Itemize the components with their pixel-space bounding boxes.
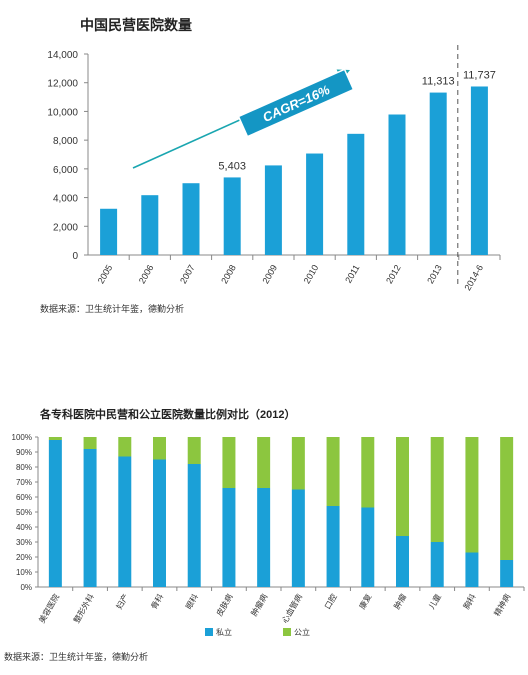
- chart1-bar: [100, 208, 118, 255]
- chart1-bar: [306, 153, 324, 255]
- chart2-y-tick-label: 90%: [16, 448, 32, 457]
- chart1-x-tick-label: 2008: [219, 263, 238, 285]
- chart1-data-label: 5,403: [218, 160, 246, 172]
- chart2-bar-public: [430, 437, 444, 542]
- chart2-bar-private: [222, 488, 236, 587]
- chart2-bar-private: [500, 560, 514, 587]
- chart2-x-tick-label: 肿瘤病: [249, 592, 270, 618]
- chart2-x-tick-label: 心血管病: [279, 592, 304, 625]
- chart2-bar-public: [326, 437, 340, 506]
- chart2-x-tick-label: 康复: [357, 592, 374, 611]
- chart2-x-tick-label: 肿瘤: [392, 592, 409, 611]
- chart2-bar-private: [153, 459, 166, 587]
- chart2-source: 数据来源：卫生统计年鉴，德勤分析: [4, 651, 148, 662]
- chart2-x-tick-label: 胸科: [461, 592, 478, 611]
- chart2-y-tick-label: 20%: [16, 553, 32, 562]
- chart2-legend-swatch-public: [283, 628, 291, 636]
- chart2-bar-public: [153, 437, 166, 460]
- chart2-bar-private: [291, 489, 305, 587]
- chart2-x-tick-label: 口腔: [322, 592, 339, 611]
- chart2-legend-label-private: 私立: [216, 627, 232, 637]
- chart1-bar: [223, 177, 241, 255]
- chart2-bar-public: [500, 437, 514, 560]
- chart2-x-tick-label: 眼科: [183, 592, 200, 611]
- chart1-x-tick-label: 2006: [137, 263, 156, 285]
- chart1-cagr-badge: CAGR=16%: [237, 68, 355, 138]
- chart2-bar-public: [361, 437, 375, 508]
- chart2-bar-private: [83, 449, 97, 587]
- chart1-bar: [347, 133, 365, 255]
- chart1-bar: [182, 183, 200, 255]
- chart1-bar: [470, 86, 488, 256]
- chart2-y-tick-label: 60%: [16, 493, 32, 502]
- chart1-bar: [429, 92, 447, 256]
- chart1-y-tick-label: 8,000: [53, 136, 78, 147]
- chart1-y-tick-label: 4,000: [53, 194, 78, 205]
- chart1-x-tick-label: 2010: [302, 263, 321, 285]
- chart2-bar-public: [291, 437, 305, 490]
- chart1-cagr-badge-box: [237, 68, 355, 138]
- chart1-y-tick-label: 12,000: [47, 79, 78, 90]
- chart1-y-tick-label: 0: [72, 251, 78, 262]
- chart2-bar-public: [83, 437, 97, 449]
- chart2-y-tick-label: 80%: [16, 463, 32, 472]
- chart2-bar-public: [465, 437, 479, 553]
- chart1-bar: [264, 165, 282, 255]
- chart1-x-tick-label: 2012: [384, 263, 403, 285]
- chart1-x-tick-label: 2014-6: [462, 263, 485, 292]
- chart2-x-tick-label: 美容医院: [36, 592, 61, 625]
- chart1-y-tick-label: 14,000: [47, 50, 78, 61]
- chart1-y-tick-label: 2,000: [53, 222, 78, 233]
- chart2-bar-private: [361, 507, 375, 587]
- chart1-x-tick-label: 2009: [260, 263, 279, 285]
- chart1-x-tick-label: 2013: [425, 263, 444, 285]
- chart2-bar-private: [326, 506, 340, 587]
- chart2-bar-private: [118, 456, 132, 587]
- chart1-bar: [141, 195, 159, 255]
- chart2-bar-private: [48, 440, 62, 587]
- chart2-x-tick-label: 妇产: [114, 592, 131, 611]
- chart1-x-tick-label: 2007: [178, 263, 197, 285]
- chart2-bar-public: [118, 437, 132, 457]
- chart2-x-tick-label: 儿童: [426, 592, 443, 611]
- chart2-bar-private: [187, 464, 201, 587]
- chart2-bar-private: [257, 488, 271, 587]
- chart1-x-tick-label: 2011: [343, 263, 361, 285]
- chart1-data-label: 11,737: [463, 69, 496, 81]
- chart2-x-tick-label: 精神病: [492, 592, 513, 618]
- chart1-data-label: 11,313: [422, 76, 455, 88]
- chart2-x-tick-label: 整形外科: [71, 592, 96, 625]
- chart2-y-tick-label: 0%: [20, 583, 32, 592]
- chart2-y-tick-label: 100%: [12, 433, 32, 442]
- chart1-source: 数据来源：卫生统计年鉴，德勤分析: [40, 303, 184, 314]
- chart1-y-tick-label: 10,000: [47, 107, 78, 118]
- chart2-y-tick-label: 50%: [16, 508, 32, 517]
- chart1-x-tick-label: 2005: [96, 263, 115, 285]
- chart2-bar-public: [187, 437, 201, 464]
- chart2-bar-private: [465, 552, 479, 587]
- chart2-x-tick-label: 骨科: [149, 592, 166, 611]
- chart2-y-tick-label: 30%: [16, 538, 32, 547]
- chart2-legend-label-public: 公立: [294, 627, 310, 637]
- chart2-x-tick-label: 皮肤病: [214, 592, 235, 618]
- chart2-y-tick-label: 10%: [16, 568, 32, 577]
- chart2-bar-public: [222, 437, 236, 488]
- chart1-y-tick-label: 6,000: [53, 165, 78, 176]
- chart2-bar-public: [257, 437, 271, 488]
- chart1-title: 中国民营医院数量: [80, 17, 192, 33]
- chart2-y-tick-label: 40%: [16, 523, 32, 532]
- chart2-title: 各专科医院中民营和公立医院数量比例对比（2012）: [39, 407, 295, 421]
- chart2-bar-private: [430, 542, 444, 587]
- chart1-bar: [388, 114, 406, 255]
- chart2-y-tick-label: 70%: [16, 478, 32, 487]
- chart2: 0% 10% 20% 30% 40% 50% 60% 70% 80% 90% 100% 美容医院 整形外…: [12, 433, 525, 637]
- chart1: 0 2,000 4,000 6,000 8,000 10,000 12,000 14,000 2…: [47, 45, 501, 292]
- chart2-legend-swatch-private: [205, 628, 213, 636]
- chart2-bar-private: [396, 536, 409, 587]
- chart2-bar-public: [396, 437, 409, 536]
- chart2-bar-public: [48, 437, 62, 440]
